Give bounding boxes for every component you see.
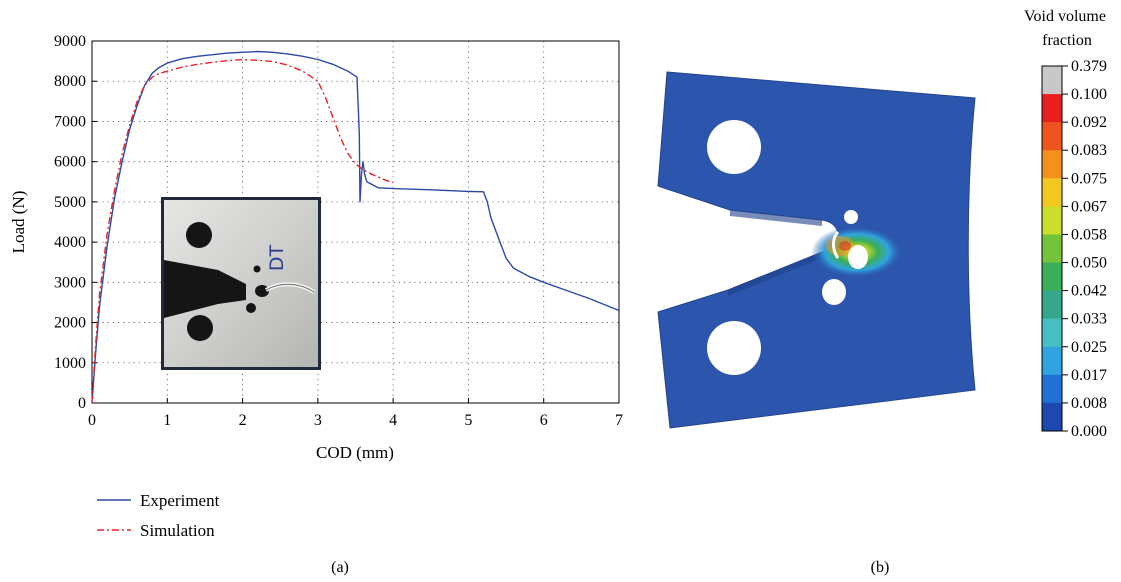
colorbar-swatch — [1042, 346, 1062, 376]
colorbar-tick-label: 0.083 — [1071, 142, 1107, 159]
colorbar-swatch — [1042, 178, 1062, 207]
y-tick-label: 1000 — [54, 355, 86, 372]
colorbar-swatch — [1042, 206, 1062, 235]
colorbar-tick-label: 0.058 — [1071, 226, 1107, 243]
x-tick-label: 1 — [163, 412, 171, 429]
void-lower — [822, 279, 846, 305]
colorbar-swatch — [1042, 402, 1062, 432]
colorbar-swatch — [1042, 318, 1062, 348]
colorbar: 0.379 0.100 0.092 0.083 0.075 0.067 0.058 0.050… — [1041, 58, 1107, 440]
colorbar-tick-label: 0.075 — [1071, 170, 1107, 187]
y-tick-label: 7000 — [54, 113, 86, 130]
legend-label-experiment: Experiment — [140, 491, 220, 510]
void-small-top — [844, 210, 858, 224]
y-tick-label: 3000 — [54, 274, 86, 291]
x-axis-ticks: 0 1 2 3 4 5 6 7 — [88, 398, 623, 429]
colorbar-swatch — [1042, 234, 1062, 264]
colorbar-title: Void volume fraction — [1024, 8, 1110, 49]
colorbar-tick-label: 0.050 — [1071, 255, 1107, 272]
series-line-simulation — [91, 58, 394, 404]
inset-label: DT — [266, 244, 288, 271]
x-tick-label: 2 — [239, 412, 247, 429]
x-tick-label: 6 — [540, 412, 548, 429]
y-axis-label: Load (N) — [9, 191, 28, 254]
load-cod-chart: 0 1 2 3 4 5 6 7 0 1000 2000 3000 4000 5000 6000 7000 80… — [9, 33, 623, 576]
y-tick-label: 4000 — [54, 234, 86, 251]
colorbar-swatch — [1042, 290, 1062, 320]
panel-label-a: (a) — [331, 559, 349, 576]
y-tick-label: 6000 — [54, 154, 86, 171]
colorbar-tick-label: 0.092 — [1071, 114, 1107, 131]
colorbar-swatch — [1042, 150, 1062, 179]
y-tick-label: 0 — [78, 395, 86, 412]
colorbar-tick-label: 0.379 — [1071, 58, 1107, 75]
colorbar-frame — [1041, 65, 1063, 432]
inset-specimen-photo: DT — [161, 197, 321, 370]
panel-label-b: (b) — [871, 559, 890, 576]
x-axis-label: COD (mm) — [316, 443, 394, 462]
y-tick-label: 8000 — [54, 73, 86, 90]
y-tick-label: 5000 — [54, 194, 86, 211]
y-tick-label: 2000 — [54, 315, 86, 332]
x-tick-label: 0 — [88, 412, 96, 429]
specimen-hole-top — [707, 120, 761, 174]
specimen-hole-bottom — [707, 321, 761, 375]
colorbar-tick-label: 0.008 — [1071, 395, 1107, 412]
y-axis-ticks: 0 1000 2000 3000 4000 5000 6000 7000 8000 9000 — [54, 33, 97, 412]
x-tick-label: 4 — [389, 412, 397, 429]
colorbar-swatch — [1042, 374, 1062, 404]
series-layer — [91, 50, 620, 404]
inset-hole-top — [186, 222, 212, 248]
y-tick-label: 9000 — [54, 33, 86, 50]
colorbar-tick-label: 0.033 — [1071, 311, 1107, 328]
x-tick-label: 3 — [314, 412, 322, 429]
colorbar-tick-label: 0.025 — [1071, 339, 1107, 356]
void-center — [848, 245, 868, 269]
colorbar-swatch — [1042, 122, 1062, 151]
colorbar-swatch — [1042, 262, 1062, 292]
colorbar-tick-label: 0.000 — [1071, 423, 1107, 440]
x-tick-label: 5 — [464, 412, 472, 429]
legend-label-simulation: Simulation — [140, 521, 215, 540]
colorbar-swatch — [1042, 66, 1062, 95]
colorbar-tick-label: 0.067 — [1071, 198, 1107, 215]
plot-frame — [91, 40, 620, 404]
colorbar-tick-label: 0.042 — [1071, 283, 1107, 300]
inset-hole-bottom — [187, 315, 213, 341]
void-fraction-contour: Void volume fraction 0.379 0.100 0.092 0.08… — [657, 8, 1110, 576]
colorbar-swatch — [1042, 94, 1062, 123]
x-tick-label: 7 — [615, 412, 623, 429]
legend: Experiment Simulation — [97, 491, 220, 540]
colorbar-tick-label: 0.017 — [1071, 367, 1107, 384]
colorbar-tick-label: 0.100 — [1071, 86, 1107, 103]
